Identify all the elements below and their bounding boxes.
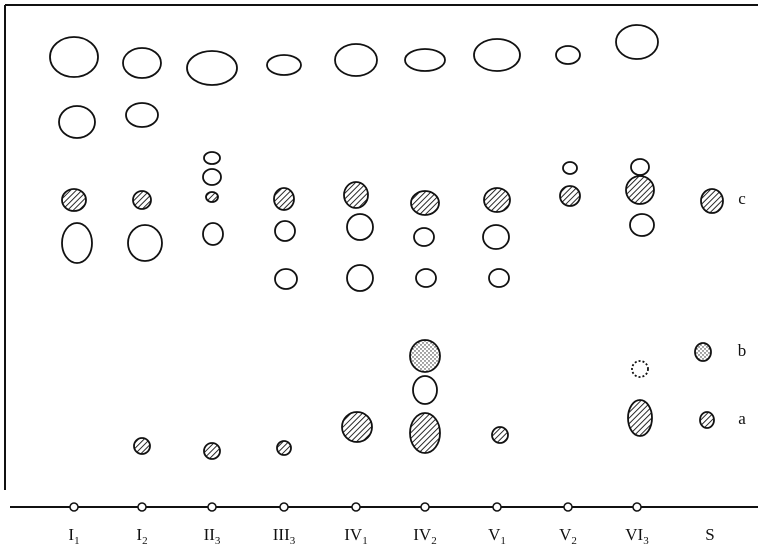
lane-label-main: S [705, 525, 714, 544]
lane-label: S [705, 525, 714, 544]
spot [482, 224, 510, 250]
lane-label-main: II [204, 525, 216, 544]
origin-point [69, 502, 79, 512]
spot [334, 43, 378, 77]
spot [631, 360, 649, 378]
spot [133, 437, 151, 455]
spot [625, 175, 655, 205]
spot [61, 222, 93, 264]
spot [630, 158, 650, 176]
spot [700, 188, 724, 214]
spot [491, 426, 509, 444]
spot [412, 375, 438, 405]
origin-point [279, 502, 289, 512]
spot [413, 227, 435, 247]
spot [627, 399, 653, 437]
lane-label: III3 [273, 525, 296, 547]
spot [404, 48, 446, 72]
spot [127, 224, 163, 262]
spot [488, 268, 510, 288]
lane-label-main: IV [413, 525, 432, 544]
spots [49, 24, 724, 512]
spot [58, 105, 96, 139]
spot [629, 213, 655, 237]
spot [266, 54, 302, 76]
lane-label: IV1 [344, 525, 367, 547]
lane-label-sub: 3 [290, 535, 296, 547]
lane-label-sub: 1 [500, 535, 506, 547]
spot [202, 168, 222, 186]
spot [343, 181, 369, 209]
lane-label-main: VI [625, 525, 643, 544]
lane-label: V1 [488, 525, 506, 547]
spot [699, 411, 715, 429]
origin-point [632, 502, 642, 512]
spot [694, 342, 712, 362]
spot [410, 190, 440, 216]
lane-label-main: V [559, 525, 572, 544]
lane-label-sub: 1 [74, 535, 80, 547]
spot-label: a [738, 409, 746, 428]
lane-label-main: V [488, 525, 501, 544]
spot [122, 47, 162, 79]
lane-label-sub: 2 [142, 535, 148, 547]
spot [415, 268, 437, 288]
spot [409, 412, 441, 454]
origin-point [563, 502, 573, 512]
lane-label-sub: 3 [643, 535, 649, 547]
lane-label-sub: 1 [362, 535, 368, 547]
spot [559, 185, 581, 207]
spot [61, 188, 87, 212]
spot [186, 50, 238, 86]
spot [473, 38, 521, 72]
lane-label-main: I [136, 525, 142, 544]
spot [276, 440, 292, 456]
spot [562, 161, 578, 175]
spot [346, 213, 374, 241]
lane-label-sub: 3 [215, 535, 221, 547]
origin-point [492, 502, 502, 512]
lane-label: I2 [136, 525, 147, 547]
lane-label: I1 [68, 525, 79, 547]
spot [274, 268, 298, 290]
lane-label-sub: 2 [431, 535, 437, 547]
lane-label: VI3 [625, 525, 649, 547]
spot [49, 36, 99, 78]
origin-point [351, 502, 361, 512]
spot [125, 102, 159, 128]
lane-label: V2 [559, 525, 577, 547]
origin-point [420, 502, 430, 512]
spot [132, 190, 152, 210]
lane-label-main: III [273, 525, 290, 544]
spot [273, 187, 295, 211]
spot [202, 222, 224, 246]
origin-point [207, 502, 217, 512]
spot-label: b [738, 341, 747, 360]
lane-label: II3 [204, 525, 221, 547]
spot [555, 45, 581, 65]
spot [274, 220, 296, 242]
lane-label-sub: 2 [571, 535, 577, 547]
spot [341, 411, 373, 443]
origin-point [137, 502, 147, 512]
spot [346, 264, 374, 292]
spot [205, 191, 219, 203]
spot [615, 24, 659, 60]
spot [483, 187, 511, 213]
lane-label-main: IV [344, 525, 363, 544]
lane-label-main: I [68, 525, 74, 544]
spot-label: c [738, 189, 746, 208]
spot [203, 151, 221, 165]
lane-label: IV2 [413, 525, 436, 547]
spot [409, 339, 441, 373]
spot [203, 442, 221, 460]
